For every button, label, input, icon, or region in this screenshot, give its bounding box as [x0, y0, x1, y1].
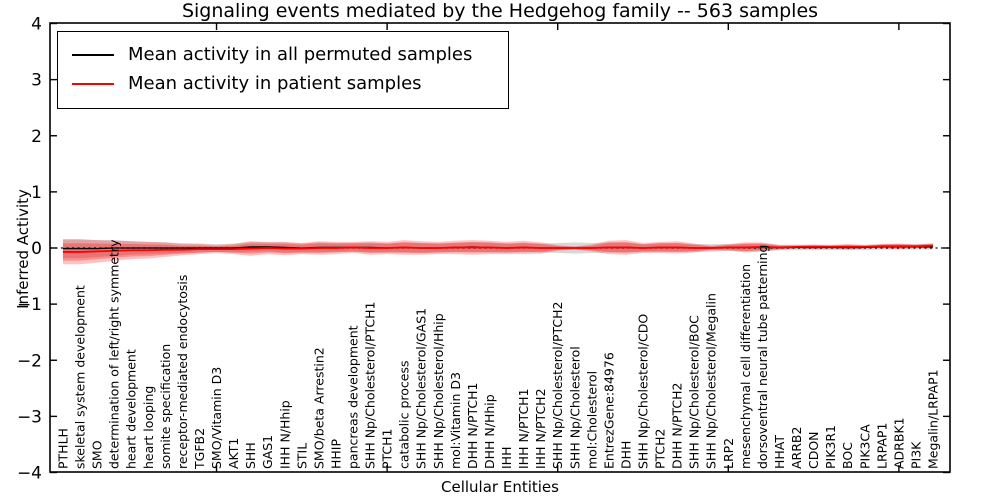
y-tick-label: −4 — [17, 464, 42, 484]
legend: Mean activity in all permuted samples Me… — [57, 31, 509, 109]
y-tick-label: −3 — [17, 407, 42, 427]
y-tick-label: 2 — [31, 127, 42, 147]
x-category-label: IHH N/Hhip — [277, 400, 292, 469]
x-category-label: heart development — [124, 349, 139, 469]
x-category-label: PIK3R1 — [823, 425, 838, 469]
y-tick-label: −2 — [17, 351, 42, 371]
x-category-label: DHH N/Hhip — [482, 394, 497, 469]
x-category-label: PI3K — [908, 441, 923, 469]
x-category-label: EntrezGene:84976 — [601, 352, 616, 469]
x-category-label: DHH N/PTCH2 — [670, 383, 685, 469]
x-category-label: SHH Np/Cholesterol/CDO — [636, 314, 651, 469]
x-category-label: ARRB2 — [789, 427, 804, 469]
x-category-label: SHH Np/Cholesterol/PTCH2 — [550, 302, 565, 470]
x-category-label: HHIP — [328, 439, 343, 469]
x-category-label: SHH Np/Cholesterol/Hhip — [431, 313, 446, 469]
x-axis-label: Cellular Entities — [441, 478, 559, 496]
x-category-label: SHH Np/Cholesterol/GAS1 — [414, 308, 429, 469]
x-category-label: determination of left/right symmetry — [107, 239, 122, 469]
y-axis-label: Inferred Activity — [14, 189, 32, 309]
x-category-label: DHH N/PTCH1 — [465, 383, 480, 469]
legend-item-permuted: Mean activity in all permuted samples — [68, 40, 498, 69]
x-category-label: Megalin/LRPAP1 — [926, 369, 941, 469]
x-category-label: somite specification — [158, 344, 173, 469]
x-category-label: SMO/beta Arrestin2 — [311, 347, 326, 469]
x-category-label: SHH Np/Cholesterol/Megalin — [704, 293, 719, 469]
x-category-label: dorsoventral neural tube patterning — [755, 245, 770, 470]
x-category-label: SHH — [243, 442, 258, 469]
x-category-label: IHH N/PTCH2 — [533, 388, 548, 469]
legend-line-patient-icon — [72, 82, 114, 85]
x-category-label: IHH N/PTCH1 — [516, 388, 531, 469]
x-category-label: AKT1 — [226, 438, 241, 469]
x-category-label: CDON — [806, 431, 821, 469]
y-tick-label: 3 — [31, 71, 42, 91]
x-category-label: GAS1 — [260, 435, 275, 469]
x-category-label: HHAT — [772, 435, 787, 469]
x-category-label: SHH Np/Cholesterol/PTCH1 — [363, 302, 378, 470]
x-category-label: TGFB2 — [192, 428, 207, 470]
x-category-label: SHH Np/Cholesterol — [567, 346, 582, 469]
x-category-label: SMO/Vitamin D3 — [209, 367, 224, 469]
x-category-label: heart looping — [141, 386, 156, 469]
x-category-label: mesenchymal cell differentiation — [738, 264, 753, 469]
x-category-label: LRPAP1 — [874, 423, 889, 469]
x-category-label: SHH Np/Cholesterol/BOC — [687, 315, 702, 469]
x-category-label: mol:Vitamin D3 — [448, 372, 463, 469]
x-category-label: pancreas development — [346, 325, 361, 469]
x-category-label: PTCH2 — [653, 428, 668, 469]
x-category-label: SMO — [90, 440, 105, 469]
x-category-label: receptor-mediated endocytosis — [175, 275, 190, 469]
x-category-label: LRP2 — [721, 438, 736, 469]
legend-label-patient: Mean activity in patient samples — [128, 73, 422, 94]
x-category-label: skeletal system development — [73, 285, 88, 469]
x-category-label: PTCH1 — [380, 428, 395, 469]
y-tick-label: 0 — [31, 239, 42, 259]
x-category-label: DHH — [618, 441, 633, 469]
x-category-label: BOC — [840, 442, 855, 469]
x-category-label: PIK3CA — [857, 424, 872, 469]
chart-title: Signaling events mediated by the Hedgeho… — [181, 0, 819, 22]
y-tick-label: 4 — [31, 15, 42, 35]
x-category-label: mol:Cholesterol — [584, 371, 599, 469]
x-category-label: IHH — [499, 447, 514, 470]
legend-item-patient: Mean activity in patient samples — [68, 69, 498, 98]
y-tick-label: 1 — [31, 183, 42, 203]
x-category-label: ADRBK1 — [891, 417, 906, 469]
legend-label-permuted: Mean activity in all permuted samples — [128, 44, 473, 65]
x-category-label: STIL — [294, 443, 309, 469]
y-tick-label: −1 — [17, 295, 42, 315]
patient-std-band-outer — [63, 239, 933, 265]
x-category-label: catabolic process — [397, 360, 412, 469]
patient-mean-line — [63, 244, 934, 253]
legend-line-permuted-icon — [72, 53, 114, 56]
x-category-label: PTHLH — [56, 428, 71, 469]
